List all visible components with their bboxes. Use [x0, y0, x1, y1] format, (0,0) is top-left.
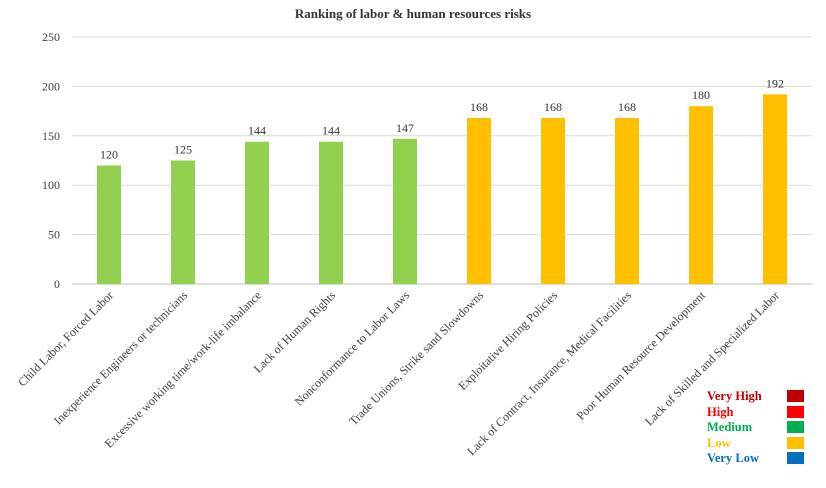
x-tick-label: Poor Human Resource Development	[574, 288, 709, 423]
y-tick-label: 250	[42, 30, 60, 44]
bar	[541, 118, 565, 285]
legend-swatch	[787, 436, 804, 449]
y-tick-label: 200	[42, 79, 60, 93]
data-label: 180	[692, 88, 710, 102]
bar	[319, 141, 343, 284]
data-label: 147	[396, 121, 414, 135]
legend-entry: Medium	[707, 420, 817, 436]
legend-swatch	[787, 405, 804, 418]
data-label: 120	[100, 147, 118, 161]
y-tick-label: 100	[42, 178, 60, 192]
bar	[763, 94, 787, 284]
bar	[467, 118, 491, 285]
y-tick-label: 0	[54, 277, 60, 291]
data-label: 168	[544, 100, 562, 114]
x-tick-label: Excessive working time/work-life imbalan…	[102, 288, 264, 450]
legend-swatch	[787, 421, 804, 433]
data-label: 125	[174, 143, 192, 157]
data-label: 192	[766, 76, 784, 90]
chart-title: Ranking of labor & human resources risks	[295, 6, 531, 21]
legend-label: Medium	[707, 420, 753, 434]
data-label: 144	[322, 124, 340, 138]
bar	[393, 138, 417, 284]
bar	[97, 165, 121, 284]
legend-label: High	[707, 404, 734, 419]
legend-entry: Low	[707, 436, 817, 452]
legend-swatch	[787, 390, 804, 402]
x-tick-label: Lack of Contract, Insurance, Medical Fac…	[464, 288, 634, 458]
data-label: 168	[470, 100, 488, 114]
legend-swatch	[787, 452, 804, 464]
risk-level-legend: Very High High Medium Low Very Low	[707, 389, 817, 467]
y-tick-label: 150	[42, 129, 60, 143]
x-tick-label: Inexperience Engineers or technicians	[51, 288, 190, 427]
bar	[171, 160, 195, 284]
legend-label: Very Low	[707, 451, 759, 465]
data-label: 144	[248, 124, 266, 138]
legend-entry: Very Low	[707, 451, 817, 467]
y-tick-label: 50	[48, 228, 60, 242]
data-label: 168	[618, 100, 636, 114]
legend-label: Very High	[707, 389, 762, 403]
legend-label: Low	[707, 435, 731, 450]
x-tick-label: Lack of Human Rights	[251, 288, 339, 376]
x-tick-label: Trade Unions, Strike sand Slowdowns	[346, 288, 486, 428]
bar	[245, 141, 269, 284]
legend-entry: Very High	[707, 389, 817, 405]
bar	[689, 106, 713, 284]
legend-entry: High	[707, 405, 817, 421]
bar	[615, 118, 639, 285]
